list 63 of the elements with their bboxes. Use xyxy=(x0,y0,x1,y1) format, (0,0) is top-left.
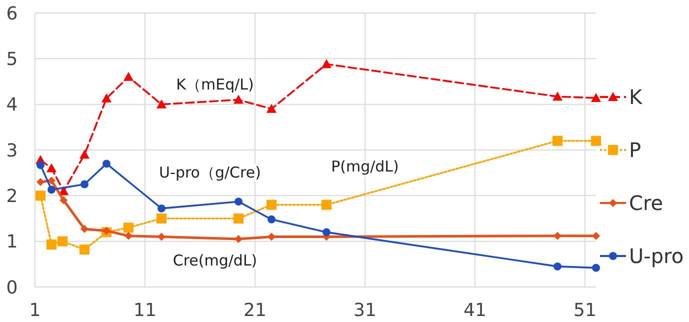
point xyxy=(102,93,112,102)
annotation: P(mg/dL) xyxy=(331,157,399,176)
point xyxy=(552,92,562,101)
point xyxy=(48,176,56,185)
point xyxy=(80,150,90,159)
point xyxy=(266,104,276,113)
y-tick-label: 3 xyxy=(6,140,18,162)
point xyxy=(592,232,600,240)
point xyxy=(234,198,242,206)
point xyxy=(36,161,44,170)
point xyxy=(554,232,562,240)
point xyxy=(60,196,68,204)
point xyxy=(80,225,88,234)
point xyxy=(158,204,166,212)
point xyxy=(36,190,46,201)
point xyxy=(36,178,44,186)
point xyxy=(322,200,332,210)
point xyxy=(48,186,56,194)
point xyxy=(46,240,56,250)
point xyxy=(80,244,90,255)
x-tick-label: 41 xyxy=(464,300,486,321)
point xyxy=(102,160,110,168)
point xyxy=(268,232,276,241)
y-tick-label: 2 xyxy=(6,186,18,207)
point xyxy=(591,92,601,102)
point xyxy=(266,200,276,210)
point xyxy=(552,136,562,146)
x-tick-label: 21 xyxy=(244,300,266,321)
y-tick-label: 4 xyxy=(6,94,18,116)
point xyxy=(46,163,56,172)
legend-label: P xyxy=(629,138,642,162)
point xyxy=(234,235,242,244)
point xyxy=(268,215,276,224)
annotation: Cre(mg/dL) xyxy=(172,251,258,270)
point xyxy=(554,262,562,270)
point xyxy=(124,222,134,233)
point xyxy=(80,180,88,188)
point xyxy=(156,99,166,108)
legend-label: K xyxy=(629,85,643,109)
x-tick-label: 31 xyxy=(354,300,376,321)
point xyxy=(124,72,134,81)
point xyxy=(102,226,110,235)
point xyxy=(591,136,601,146)
y-tick-label: 0 xyxy=(6,277,18,298)
y-tick-label: 1 xyxy=(6,232,18,253)
legend-label: U-pro xyxy=(629,244,684,268)
point xyxy=(58,236,68,246)
x-tick-label: 51 xyxy=(574,300,596,321)
point xyxy=(156,214,166,224)
annotation: K（mEq/L) xyxy=(176,75,254,94)
point xyxy=(234,214,244,224)
point xyxy=(124,232,132,240)
point xyxy=(322,59,332,68)
y-tick-label: 6 xyxy=(6,3,18,24)
point xyxy=(592,264,600,272)
point xyxy=(158,232,166,241)
annotation: U-pro（g/Cre) xyxy=(159,163,261,182)
point xyxy=(322,228,330,236)
x-tick-label: 11 xyxy=(134,300,156,321)
x-tick-label: 1 xyxy=(29,300,41,321)
legend-label: Cre xyxy=(629,191,664,215)
y-tick-label: 5 xyxy=(6,48,18,70)
point xyxy=(234,94,244,104)
